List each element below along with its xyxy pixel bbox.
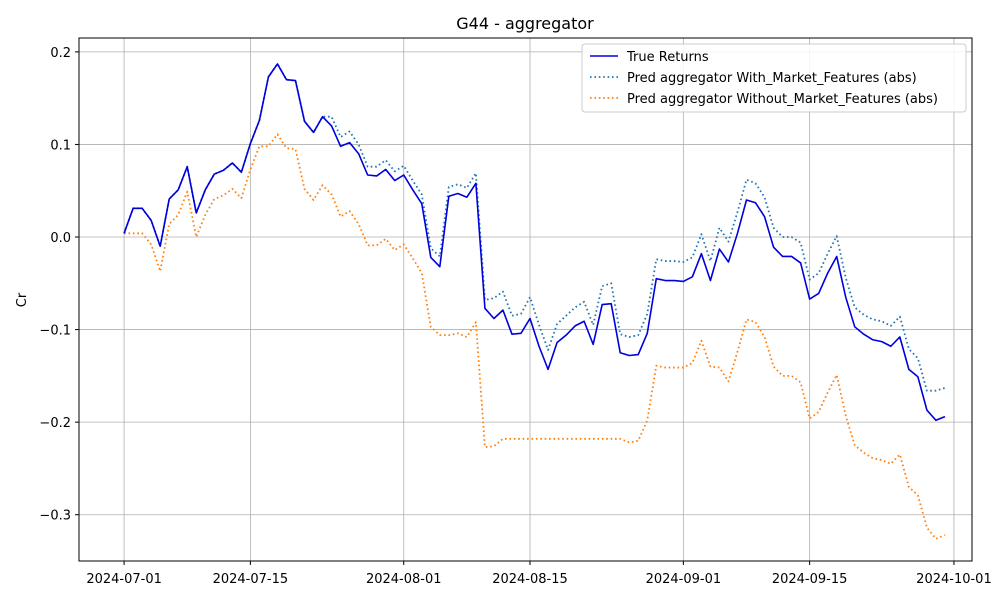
legend: True Returns Pred aggregator With_Market… [581, 43, 967, 113]
x-axis: 2024-07-01 2024-07-15 2024-08-01 2024-08-15… [86, 561, 992, 587]
y-tick-label: −0.1 [39, 324, 71, 339]
y-axis-label: Cr [15, 292, 30, 307]
y-tick-label: −0.2 [39, 416, 71, 431]
series-line-true-returns [123, 63, 946, 422]
legend-label-without-market: Pred aggregator Without_Market_Features … [627, 92, 938, 107]
grid [79, 38, 972, 561]
series-line-with-market [123, 63, 946, 392]
y-axis: 0.2 0.1 0.0 −0.1 −0.2 −0.3 [39, 46, 79, 524]
x-tick-label: 2024-07-01 [86, 572, 162, 587]
legend-label-true-returns: True Returns [626, 50, 709, 65]
plot-frame [78, 37, 973, 562]
x-tick-label: 2024-09-01 [646, 572, 722, 587]
series-line-without-market [124, 133, 946, 540]
y-tick-label: 0.0 [50, 231, 71, 246]
x-tick-label: 2024-08-15 [492, 572, 568, 587]
x-tick-label: 2024-08-01 [366, 572, 442, 587]
legend-box [581, 43, 967, 113]
x-tick-label: 2024-09-15 [772, 572, 848, 587]
legend-label-with-market: Pred aggregator With_Market_Features (ab… [627, 71, 917, 86]
chart-title: G44 - aggregator [456, 14, 594, 33]
x-tick-label: 2024-07-15 [213, 572, 289, 587]
x-tick-label: 2024-10-01 [916, 572, 992, 587]
series-group [123, 63, 946, 540]
y-tick-label: −0.3 [39, 509, 71, 524]
y-tick-label: 0.2 [50, 46, 71, 61]
y-tick-label: 0.1 [50, 138, 71, 153]
